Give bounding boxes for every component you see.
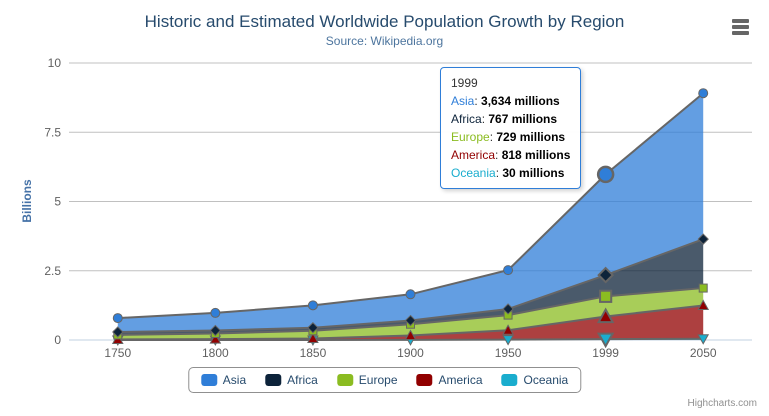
point-africa[interactable]: [209, 324, 222, 337]
tooltip-series-name: Oceania: [451, 166, 496, 180]
point-africa[interactable]: [697, 233, 709, 245]
tooltip-value: 767 millions: [488, 112, 558, 126]
point-america[interactable]: [697, 299, 710, 310]
chart-title: Historic and Estimated Worldwide Populat…: [144, 12, 625, 31]
point-africa[interactable]: [597, 266, 615, 284]
point-asia[interactable]: [698, 88, 709, 99]
tooltip-separator: :: [489, 130, 497, 144]
y-axis-label: 7.5: [44, 125, 61, 139]
legend-swatch: [501, 374, 518, 386]
tooltip-separator: :: [495, 148, 502, 162]
legend-item-america[interactable]: America: [416, 373, 483, 387]
point-europe[interactable]: [599, 289, 613, 303]
legend-label: Oceania: [523, 373, 569, 387]
tooltip-value: 3,634 millions: [481, 94, 560, 108]
point-africa[interactable]: [112, 326, 124, 338]
point-africa[interactable]: [307, 322, 319, 334]
point-asia[interactable]: [307, 300, 318, 311]
point-asia[interactable]: [112, 313, 123, 324]
x-axis-label: 1900: [397, 346, 424, 360]
menu-bar: [732, 19, 749, 23]
point-asia[interactable]: [210, 307, 221, 318]
point-america[interactable]: [209, 333, 222, 344]
area-america[interactable]: [117, 305, 704, 340]
tooltip-title: 1999: [451, 76, 478, 90]
tooltip-separator: :: [495, 166, 503, 180]
legend-item-europe[interactable]: Europe: [336, 373, 398, 387]
y-axis-title: Billions: [20, 179, 34, 223]
x-axis-label: 1750: [104, 346, 131, 360]
x-axis-label: 1999: [592, 346, 619, 360]
point-asia[interactable]: [405, 289, 416, 300]
tooltip-row-america: America: 818 millions: [451, 146, 570, 164]
legend-item-oceania[interactable]: Oceania: [501, 373, 569, 387]
point-america[interactable]: [307, 332, 319, 343]
export-menu-icon[interactable]: [732, 19, 749, 35]
y-axis-label: 2.5: [44, 264, 61, 278]
legend-label: Europe: [358, 373, 398, 387]
menu-bar: [732, 31, 749, 35]
legend: Asia Africa Europe America Oceania: [187, 367, 582, 393]
legend-label: America: [438, 373, 483, 387]
point-asia[interactable]: [596, 165, 615, 184]
y-axis-label: 10: [48, 56, 62, 70]
point-america[interactable]: [596, 307, 615, 324]
legend-swatch: [336, 374, 353, 386]
credits-link[interactable]: Highcharts.com: [687, 398, 757, 409]
menu-bar: [732, 25, 749, 29]
y-axis-label: 0: [54, 333, 61, 347]
tooltip-series-name: Asia: [451, 94, 475, 108]
tooltip-value: 729 millions: [496, 130, 566, 144]
area-asia[interactable]: [117, 93, 704, 332]
legend-item-asia[interactable]: Asia: [200, 373, 247, 387]
point-europe[interactable]: [698, 283, 708, 293]
point-america[interactable]: [502, 324, 514, 335]
legend-swatch: [200, 374, 217, 386]
tooltip-rows: Asia: 3,634 millions Africa: 767 millions…: [451, 92, 570, 182]
point-america[interactable]: [404, 329, 417, 341]
point-oceania[interactable]: [502, 335, 514, 346]
legend-item-africa[interactable]: Africa: [265, 373, 318, 387]
x-axis-label: 1850: [300, 346, 327, 360]
tooltip-row-asia: Asia: 3,634 millions: [451, 92, 570, 110]
x-axis-label: 1950: [495, 346, 522, 360]
point-oceania[interactable]: [596, 332, 615, 349]
chart-subtitle: Source: Wikipedia.org: [325, 34, 444, 48]
point-africa[interactable]: [404, 314, 417, 327]
tooltip-series-name: America: [451, 148, 496, 162]
tooltip-row-europe: Europe: 729 millions: [451, 128, 570, 146]
point-africa[interactable]: [502, 303, 514, 315]
tooltip-row-africa: Africa: 767 millions: [451, 110, 570, 128]
tooltip-row-oceania: Oceania: 30 millions: [451, 164, 570, 182]
legend-label: Africa: [287, 373, 318, 387]
tooltip-series-name: Africa: [451, 112, 482, 126]
legend-swatch: [265, 374, 282, 386]
tooltip-value: 818 millions: [501, 148, 571, 162]
tooltip-series-name: Europe: [451, 130, 490, 144]
y-axis-label: 5: [54, 195, 61, 209]
tooltip-value: 30 millions: [502, 166, 565, 180]
tooltip-separator: :: [481, 112, 489, 126]
tooltip-separator: :: [474, 94, 482, 108]
point-asia[interactable]: [503, 265, 514, 276]
x-axis-label: 1800: [202, 346, 229, 360]
legend-label: Asia: [222, 373, 247, 387]
point-oceania[interactable]: [697, 334, 710, 345]
legend-swatch: [416, 374, 433, 386]
x-axis-label: 2050: [690, 346, 717, 360]
tooltip: 1999 Asia: 3,634 millions Africa: 767 mil…: [440, 67, 582, 189]
area-africa[interactable]: [117, 239, 704, 335]
